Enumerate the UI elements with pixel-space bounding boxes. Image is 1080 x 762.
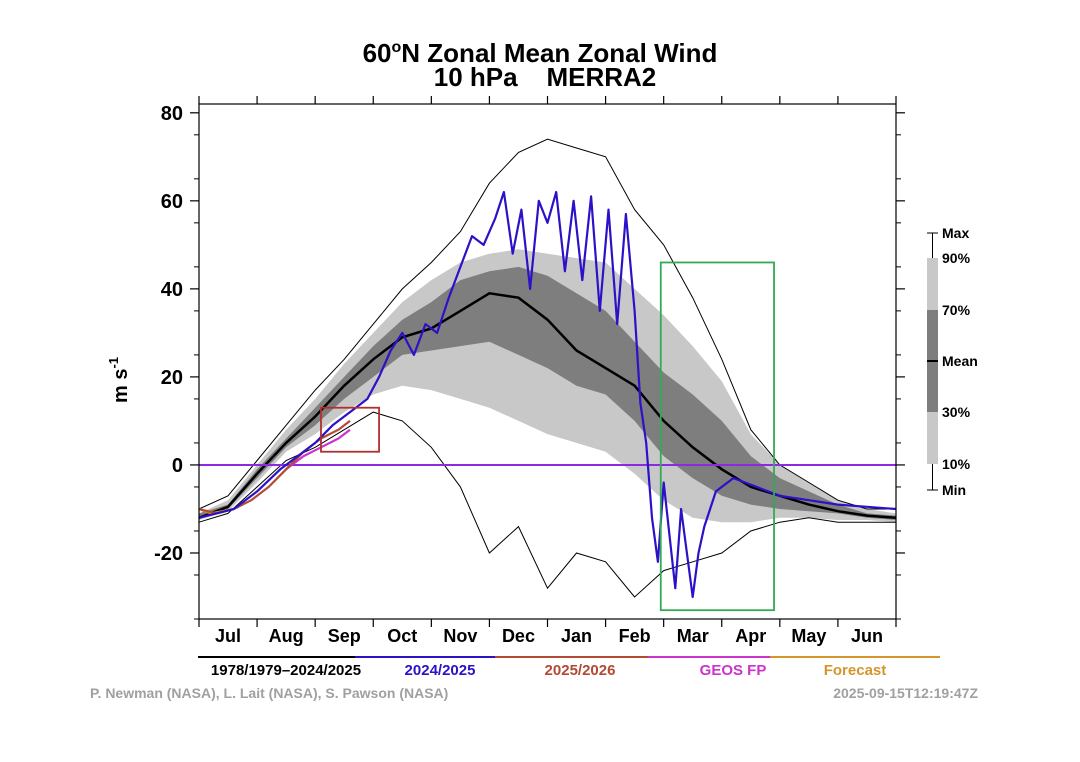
- chart-title-prefix: 60: [363, 38, 392, 68]
- band-30-70-percentile: [199, 266, 896, 520]
- y-tick-label: 40: [161, 279, 183, 301]
- y-tick-label: 20: [161, 367, 183, 389]
- key-label-5: 30%: [942, 404, 971, 420]
- legend-label-3: 2025/2026: [545, 662, 616, 679]
- key-label-7: Min: [942, 482, 966, 498]
- highlight-box-1: [320, 406, 380, 453]
- chart-title-suffix: N Zonal Mean Zonal Wind: [401, 38, 717, 68]
- y-axis-label-exponent: -1: [106, 357, 121, 369]
- y-tick-label: 0: [172, 455, 183, 477]
- y-tick-label: 60: [161, 191, 183, 213]
- chart-title-text: 60oN Zonal Mean Zonal Wind: [363, 38, 718, 68]
- credits-text: P. Newman (NASA), L. Lait (NASA), S. Paw…: [90, 685, 448, 701]
- highlight-box-2: [659, 261, 775, 612]
- chart-subtitle: 10 hPa MERRA2: [434, 62, 657, 92]
- key-label-6: 10%: [942, 456, 971, 472]
- y-axis-label-unit: m s: [110, 369, 132, 403]
- x-tick-label-mar: Mar: [677, 626, 709, 646]
- legend-label-2: 2024/2025: [405, 662, 476, 679]
- key-label-2: 90%: [942, 250, 971, 266]
- key-label-1: Max: [942, 225, 969, 241]
- y-tick-label: -20: [154, 543, 183, 565]
- timestamp-text: 2025-09-15T12:19:47Z: [833, 685, 978, 701]
- y-axis-label-text: m s-1: [106, 357, 132, 403]
- x-tick-label-oct: Oct: [387, 626, 417, 646]
- x-tick-label-dec: Dec: [502, 626, 535, 646]
- percentile-key: Max 90% 70% Mean 30% 10% Min: [927, 225, 978, 498]
- x-tick-label-apr: Apr: [735, 626, 766, 646]
- legend-label-4: GEOS FP: [700, 662, 767, 679]
- x-tick-label-feb: Feb: [619, 626, 651, 646]
- plot-area: 80 60 40 20 0 -20 Jul Aug Sep Oct Nov Dec Jan Feb Mar A…: [154, 96, 905, 646]
- legend: 1978/1979–2024/2025 2024/2025 2025/2026 GEO…: [198, 656, 940, 679]
- x-tick-label-aug: Aug: [269, 626, 304, 646]
- chart-title: 60oN Zonal Mean Zonal Wind 10 hPa MERRA2: [363, 38, 718, 92]
- chart-title-degree: o: [392, 39, 402, 56]
- x-tick-label-may: May: [791, 626, 826, 646]
- x-tick-label-sep: Sep: [328, 626, 361, 646]
- x-tick-label-jan: Jan: [561, 626, 592, 646]
- y-tick-label: 80: [161, 103, 183, 125]
- y-axis-label: m s-1: [106, 357, 132, 403]
- key-label-3: 70%: [942, 302, 971, 318]
- legend-label-5: Forecast: [824, 662, 887, 679]
- x-tick-label-jun: Jun: [851, 626, 883, 646]
- x-tick-label-nov: Nov: [443, 626, 477, 646]
- key-label-4: Mean: [942, 353, 978, 369]
- legend-label-1: 1978/1979–2024/2025: [211, 662, 361, 679]
- x-tick-label-jul: Jul: [215, 626, 241, 646]
- series-line-2025-2026: [198, 420, 351, 515]
- min-line: [198, 411, 896, 598]
- series-line-2024-2025: [198, 190, 897, 599]
